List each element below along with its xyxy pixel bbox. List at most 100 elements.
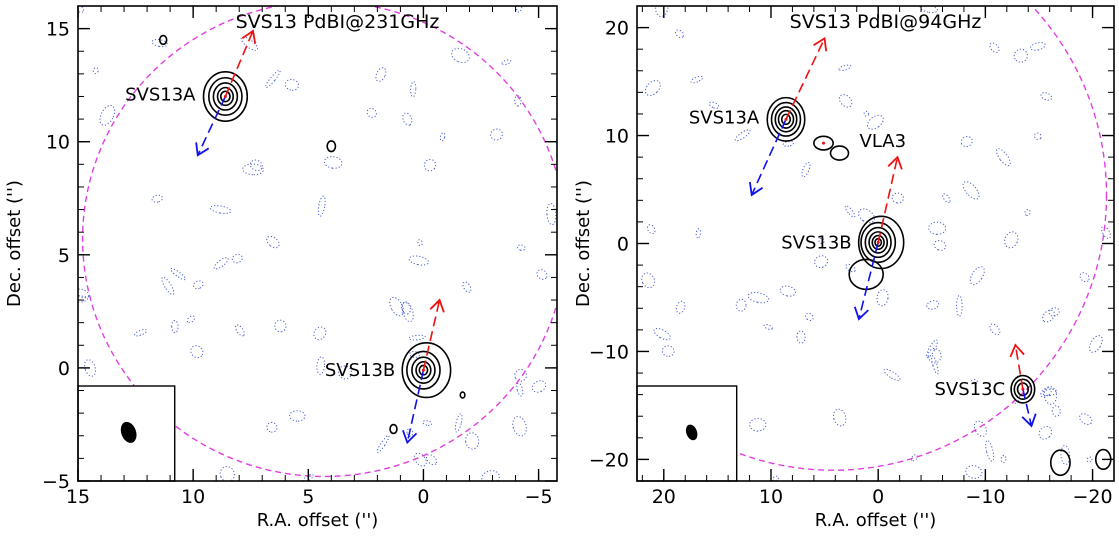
noise-contour	[695, 228, 702, 239]
noise-contour	[1040, 387, 1052, 398]
blue-lobe-arrow	[858, 242, 879, 320]
y-tick-label: 15	[46, 19, 70, 41]
noise-contour	[1048, 307, 1060, 317]
contour	[158, 34, 168, 46]
noise-contour	[1088, 335, 1103, 353]
noise-contour	[1079, 272, 1090, 283]
noise-contour	[661, 345, 675, 357]
noise-contour	[1013, 48, 1028, 63]
noise-contour	[423, 158, 437, 172]
noise-contour	[928, 221, 947, 235]
contour	[813, 135, 834, 151]
panel-title: SVS13 PdBI@231GHz	[236, 11, 440, 33]
x-tick-label: 5	[302, 486, 314, 508]
noise-contour	[1051, 405, 1061, 417]
noise-contour	[134, 329, 148, 337]
panel-title: SVS13 PdBI@94GHz	[790, 11, 982, 33]
noise-contour	[844, 205, 856, 218]
source-svs13c	[1009, 343, 1037, 428]
noise-contour	[465, 432, 480, 450]
noise-contour	[213, 257, 229, 270]
noise-contour	[171, 319, 179, 334]
noise-contour	[400, 301, 411, 315]
noise-contour	[956, 295, 963, 317]
blue-lobe-arrow	[406, 369, 425, 443]
source-label: SVS13C	[934, 379, 1005, 400]
y-tick-label: 10	[605, 126, 629, 148]
contour	[780, 113, 792, 126]
contour	[418, 364, 429, 376]
contour	[774, 106, 798, 133]
x-tick-label: 20	[652, 486, 676, 508]
noise-contour	[242, 163, 264, 176]
noise-contour	[408, 255, 429, 266]
contour	[202, 70, 249, 122]
blue-lobe-arrow-head	[1021, 413, 1037, 428]
noise-contour	[655, 6, 669, 18]
primary-beam-circle	[637, 6, 1108, 471]
noise-contour	[641, 272, 656, 289]
peak-marker	[784, 117, 788, 121]
noise-contour	[317, 195, 326, 217]
noise-contour	[78, 288, 90, 299]
contour	[864, 226, 892, 259]
blue-lobe-arrow-head	[853, 306, 869, 321]
noise-contour	[462, 281, 472, 293]
noise-contour	[971, 378, 979, 385]
noise-contour	[969, 266, 985, 286]
noise-contour	[536, 269, 548, 280]
x-tick-label: 15	[66, 486, 90, 508]
red-lobe-arrow-head	[887, 155, 903, 170]
noise-contour	[376, 435, 390, 453]
blue-lobe-arrow-head	[402, 430, 418, 445]
noise-contour	[1043, 386, 1058, 405]
noise-contour	[796, 330, 806, 344]
y-tick-label: 5	[58, 245, 70, 267]
x-tick-label: 10	[759, 486, 783, 508]
noise-contour	[646, 224, 656, 235]
noise-contour	[316, 356, 326, 375]
contour	[406, 350, 441, 390]
contour	[868, 231, 889, 254]
noise-contour	[804, 312, 814, 322]
noise-contour	[410, 81, 417, 98]
noise-contour	[996, 148, 1011, 167]
noise-contour	[401, 301, 414, 323]
noise-contour	[675, 300, 686, 314]
noise-contour	[425, 454, 438, 466]
red-lobe-arrow	[422, 299, 441, 371]
noise-contour	[735, 298, 747, 312]
primary-beam-circle	[81, 6, 557, 478]
x-tick-label: −10	[965, 486, 1005, 508]
noise-contour	[814, 255, 829, 269]
noise-contour	[265, 69, 281, 89]
x-axis-label: R.A. offset ('')	[257, 510, 379, 531]
source-label: SVS13A	[689, 107, 760, 128]
panel-94ghz: SVS13A VLA3 SVS13B SVS13C 20 10 0 −10 −20 −20 −10 0…	[573, 5, 1115, 531]
noise-contour	[1033, 132, 1042, 140]
plot-frame	[77, 5, 558, 482]
contour	[415, 361, 432, 380]
noise-contour	[512, 415, 527, 437]
contour	[1010, 374, 1036, 404]
contour	[766, 96, 806, 142]
contour	[208, 76, 243, 117]
synthesized-beam	[120, 421, 137, 443]
noise-contour	[858, 208, 875, 224]
plot-area	[78, 6, 557, 481]
y-tick-label: 0	[617, 234, 629, 256]
noise-contour	[891, 192, 904, 204]
noise-contour	[413, 452, 427, 467]
noise-contour	[161, 276, 175, 296]
noise-contour	[337, 365, 353, 380]
source-svs13b	[401, 298, 452, 445]
noise-contour	[490, 128, 503, 141]
source-label: SVS13B	[325, 360, 395, 381]
noise-contour	[1004, 231, 1019, 249]
noise-contour	[1042, 309, 1055, 323]
noise-contour	[313, 326, 327, 341]
panel-231ghz: SVS13A SVS13B 15 10 5 0 −5 −5 0 5 10 15 R.A. offset …	[4, 5, 558, 531]
noise-contour	[284, 79, 300, 91]
noise-contour	[919, 6, 939, 14]
red-lobe-arrow-head	[429, 298, 445, 313]
